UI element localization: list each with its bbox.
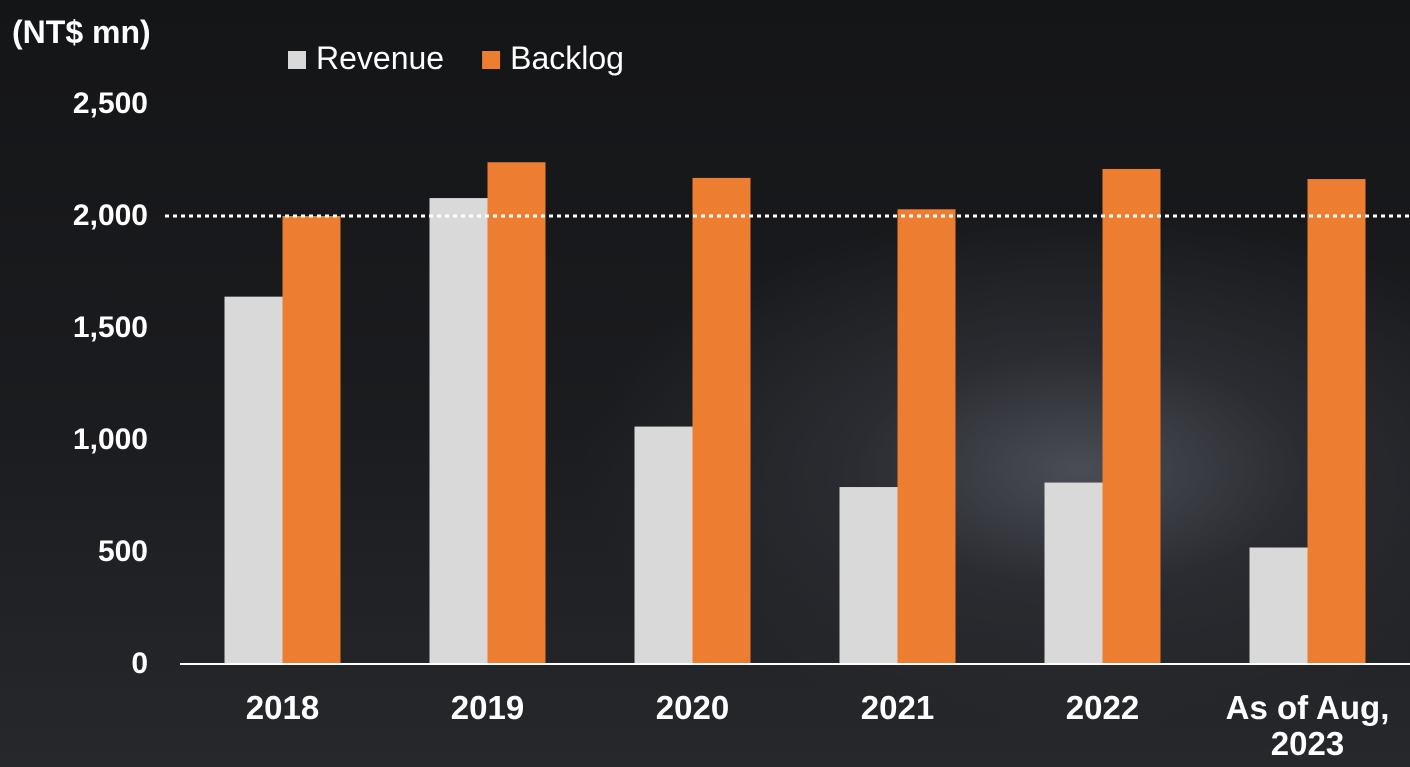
x-tick-label: 2022 — [1065, 689, 1140, 726]
x-tick-label: 2021 — [860, 689, 935, 726]
y-tick-label: 1,000 — [72, 423, 148, 456]
bar — [692, 177, 751, 665]
y-tick-label: 2,500 — [72, 87, 148, 120]
bar — [1102, 168, 1161, 664]
legend-swatch — [288, 51, 306, 69]
y-tick-label: 2,000 — [72, 199, 148, 232]
x-tick-label: 2020 — [655, 689, 730, 726]
x-tick-label: 2018 — [245, 689, 320, 726]
legend-label: Revenue — [316, 40, 445, 76]
bar — [1044, 482, 1103, 664]
legend-label: Backlog — [510, 40, 624, 76]
bar — [224, 296, 283, 664]
bar — [634, 426, 693, 664]
bar — [282, 216, 341, 664]
x-tick-label: 2019 — [450, 689, 525, 726]
y-tick-label: 1,500 — [72, 311, 148, 344]
x-tick-label: As of Aug, 2023 — [1225, 689, 1390, 762]
unit-label: (NT$ mn) — [12, 14, 151, 50]
bar — [839, 487, 898, 664]
bar — [1307, 179, 1366, 665]
bar — [897, 209, 956, 664]
y-tick-label: 500 — [97, 535, 148, 568]
y-tick-label: 0 — [131, 647, 148, 680]
bar — [487, 162, 546, 665]
bar — [1249, 547, 1308, 664]
bar — [429, 198, 488, 664]
legend-swatch — [482, 51, 501, 69]
